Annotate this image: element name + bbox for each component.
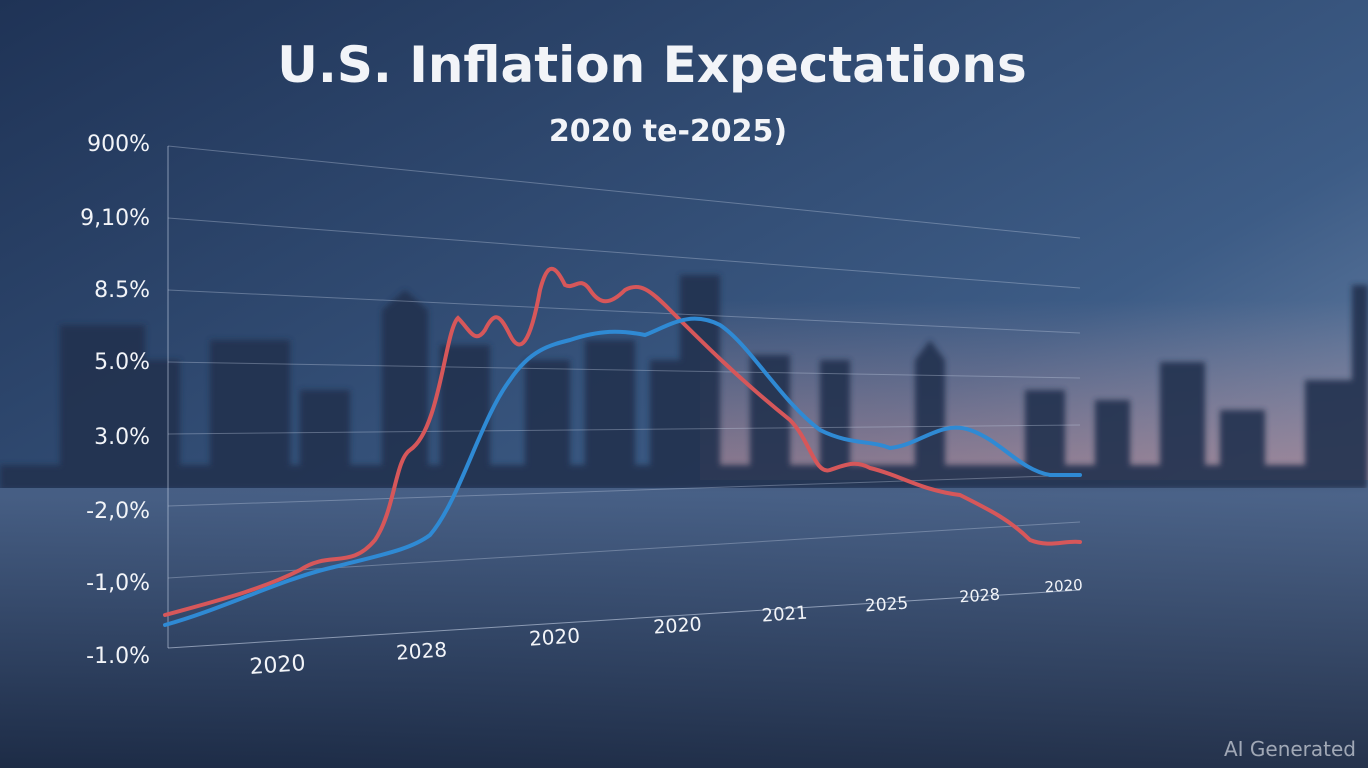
y-axis-label: -1.0% — [86, 644, 150, 669]
y-axis-label: -2,0% — [86, 499, 150, 524]
watermark: AI Generated — [1224, 737, 1356, 761]
x-axis-label: 2021 — [761, 602, 808, 626]
y-axis-label: 9,10% — [80, 206, 150, 231]
x-axis-labels: 2020 2028 2020 2020 2021 2025 2028 2020 — [249, 576, 1084, 680]
y-axis-label: 3.0% — [94, 425, 150, 450]
x-axis-label: 2028 — [959, 585, 1001, 607]
skyline — [0, 275, 1368, 490]
title: U.S. Inflation Expectations — [277, 36, 1027, 94]
y-axis-label: 5.0% — [94, 350, 150, 375]
blue-line — [163, 316, 1082, 627]
x-axis-label: 2020 — [1044, 576, 1083, 597]
y-axis-label: -1,0% — [86, 571, 150, 596]
x-axis-label: 2028 — [395, 637, 447, 664]
subtitle: 2020 te-2025) — [549, 114, 787, 149]
x-axis-label: 2020 — [249, 651, 307, 680]
x-axis-label: 2025 — [864, 594, 909, 617]
water — [0, 488, 1368, 768]
y-axis-labels: 900% 9,10% 8.5% 5.0% 3.0% -2,0% -1,0% -1.0% — [80, 132, 150, 669]
y-axis-label: 900% — [87, 132, 150, 157]
y-axis-label: 8.5% — [94, 278, 150, 303]
red-line — [163, 266, 1082, 617]
x-axis-label: 2020 — [653, 613, 703, 638]
x-axis-label: 2020 — [528, 623, 580, 650]
